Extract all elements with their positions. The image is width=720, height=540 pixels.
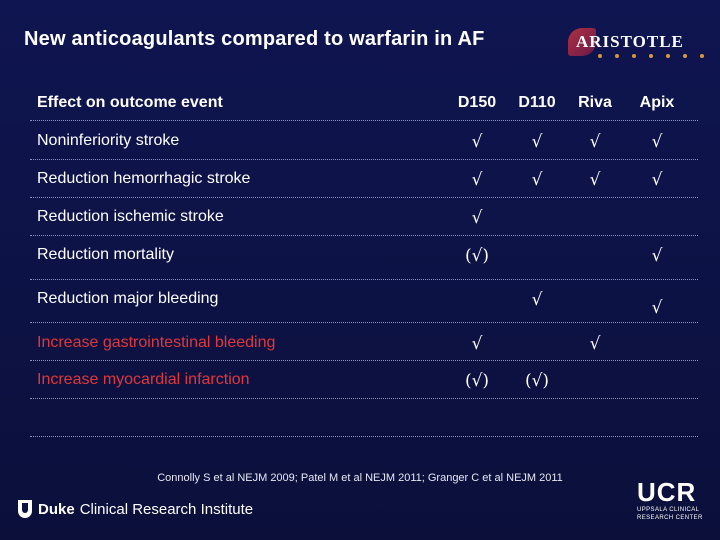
divider: [30, 120, 698, 121]
aristotle-logo: ARISTOTLE: [568, 28, 704, 64]
check-mark: √: [651, 246, 663, 266]
column-header-riva: Riva: [578, 94, 612, 111]
check-mark: √: [531, 290, 543, 310]
column-header-d150: D150: [457, 94, 497, 111]
divider: [30, 322, 698, 323]
table-header: Effect on outcome event D150 D110 Riva A…: [37, 94, 687, 114]
row-label: Increase gastrointestinal bleeding: [37, 334, 276, 351]
check-mark: √: [589, 170, 601, 190]
duke-logo-bold: Duke: [38, 500, 75, 518]
row-label: Noninferiority stroke: [37, 132, 180, 149]
ucr-line1: UPPSALA CLINICAL: [637, 507, 700, 513]
divider: [30, 235, 698, 236]
check-mark: √: [531, 132, 543, 152]
check-mark: √: [471, 170, 483, 190]
duke-logo-text: Clinical Research Institute: [79, 500, 254, 518]
duke-logo: Duke Clinical Research Institute: [18, 500, 253, 518]
divider: [30, 436, 698, 437]
row-label: Reduction ischemic stroke: [37, 208, 224, 225]
check-mark: √: [471, 334, 483, 354]
ucr-logo-text: UCR: [637, 477, 697, 507]
divider: [30, 398, 698, 399]
check-mark: (√): [464, 246, 490, 266]
divider: [30, 360, 698, 361]
citation: Connolly S et al NEJM 2009; Patel M et a…: [157, 472, 563, 484]
row-label: Increase myocardial infarction: [37, 371, 250, 388]
header-label: Effect on outcome event: [37, 94, 223, 111]
row-label: Reduction mortality: [37, 246, 174, 263]
row-label: Reduction major bleeding: [37, 290, 219, 307]
column-header-apix: Apix: [639, 94, 675, 111]
row-label: Reduction hemorrhagic stroke: [37, 170, 251, 187]
column-header-d110: D110: [518, 94, 556, 111]
aristotle-dots-icon: [598, 54, 704, 58]
aristotle-logo-text: ARISTOTLE: [576, 32, 684, 51]
check-mark: √: [471, 208, 483, 228]
divider: [30, 159, 698, 160]
check-mark: √: [589, 132, 601, 152]
divider: [30, 279, 698, 280]
check-mark: √: [651, 298, 663, 318]
check-mark: √: [589, 334, 601, 354]
check-mark: (√): [464, 371, 490, 391]
check-mark: (√): [524, 371, 550, 391]
ucr-logo: UCR UPPSALA CLINICAL RESEARCH CENTER: [637, 478, 707, 522]
aristotle-swoosh-icon: [568, 28, 596, 56]
check-mark: √: [651, 170, 663, 190]
slide-title: New anticoagulants compared to warfarin …: [24, 28, 485, 50]
duke-shield-icon: [18, 500, 32, 518]
check-mark: √: [531, 170, 543, 190]
check-mark: √: [471, 132, 483, 152]
ucr-line2: RESEARCH CENTER: [637, 515, 703, 521]
divider: [30, 197, 698, 198]
check-mark: √: [651, 132, 663, 152]
